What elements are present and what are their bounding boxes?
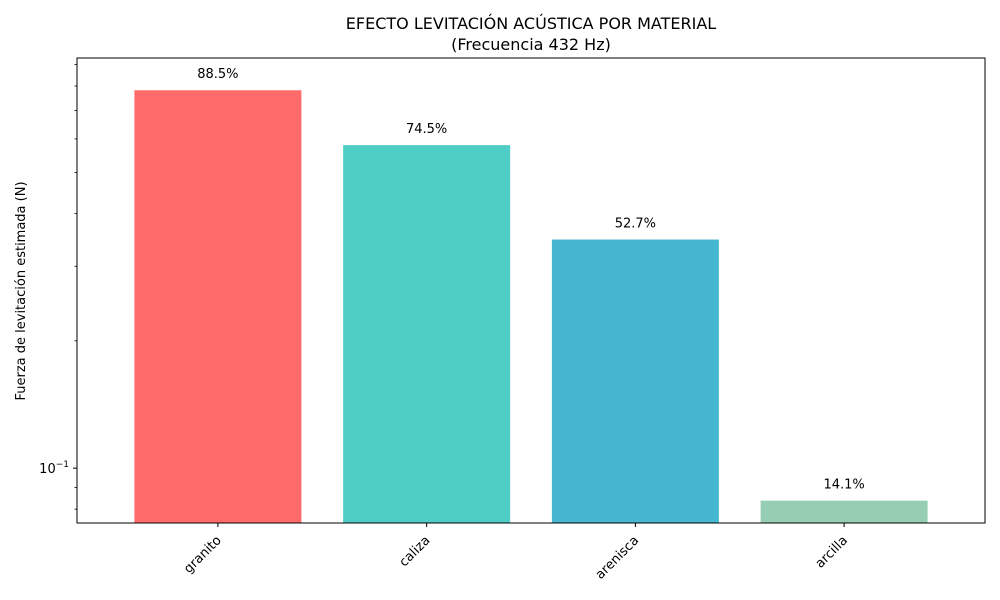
bar-arcilla: [760, 500, 928, 523]
bar-label-arcilla: 14.1%: [823, 478, 864, 493]
chart-title: EFECTO LEVITACIÓN ACÚSTICA POR MATERIAL: [346, 14, 716, 33]
x-tick-label-granito: granito: [181, 533, 224, 576]
y-axis-label: Fuerza de levitación estimada (N): [14, 181, 29, 400]
x-axis-ticks: granito caliza arenisca arcilla: [181, 523, 851, 583]
x-tick-label-arcilla: arcilla: [813, 533, 851, 571]
bar-label-arenisca: 52.7%: [615, 217, 656, 232]
bar-label-granito: 88.5%: [197, 67, 238, 82]
bar-label-caliza: 74.5%: [406, 122, 447, 137]
bar-value-labels: 88.5% 74.5% 52.7% 14.1%: [197, 67, 865, 492]
bars: [134, 90, 928, 523]
bar-caliza: [343, 145, 511, 523]
y-axis-ticks: 10−1: [39, 460, 77, 477]
y-tick-label: 10−1: [39, 460, 69, 477]
x-tick-label-caliza: caliza: [397, 533, 434, 570]
bar-arenisca: [551, 239, 719, 523]
bar-granito: [134, 90, 302, 523]
plot-frame: [76, 57, 986, 524]
chart-subtitle: (Frecuencia 432 Hz): [451, 35, 611, 54]
x-tick-label-arenisca: arenisca: [593, 533, 642, 582]
